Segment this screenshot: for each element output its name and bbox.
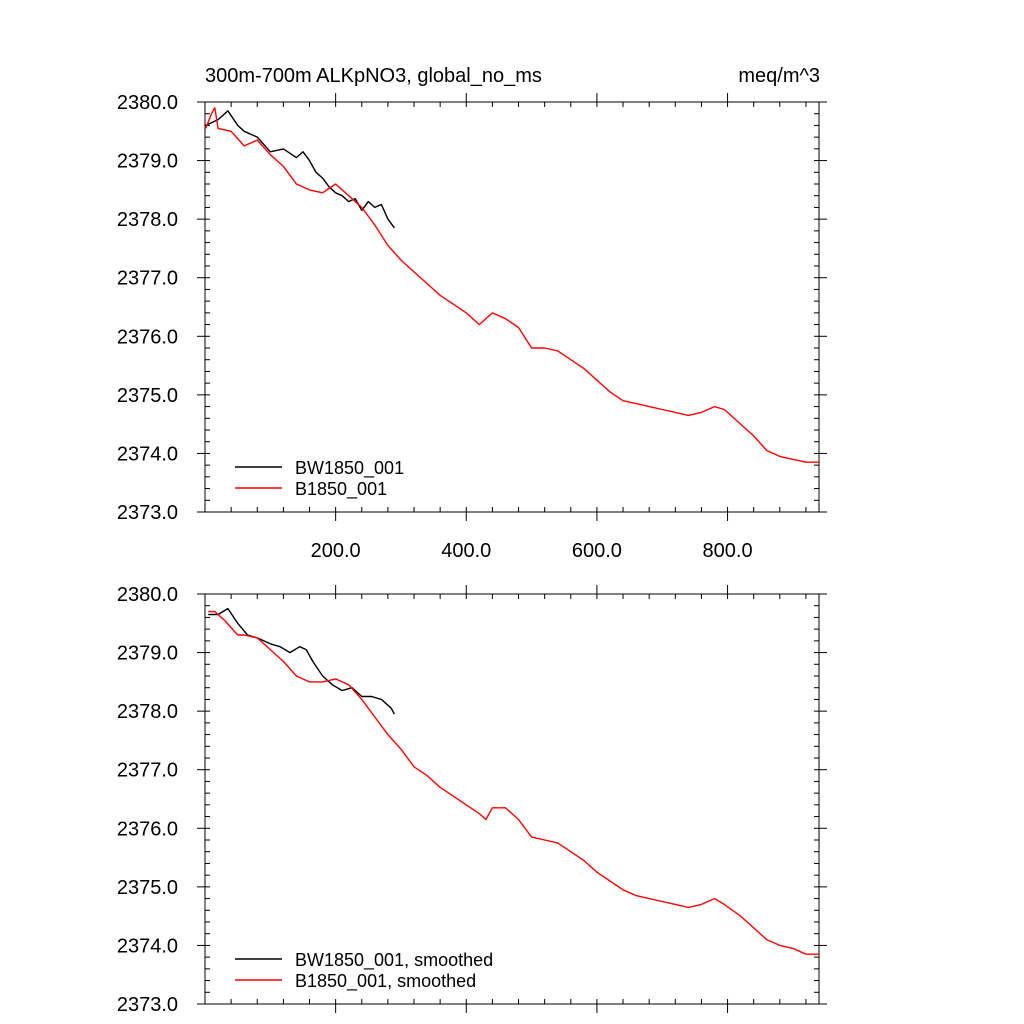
y-tick-label: 2377.0 (117, 268, 178, 290)
top-panel-frame (204, 101, 820, 513)
top-panel-x-tick-labels: 200.0 400.0 600.0 800.0 (311, 540, 753, 562)
top-panel: 2373.0 2374.0 2375.0 2376.0 2377.0 2378.0 2379… (117, 92, 827, 562)
x-tick-label: 200.0 (311, 540, 361, 562)
top-panel-major-ticks (197, 93, 827, 521)
y-tick-label: 2377.0 (117, 760, 178, 782)
legend-label: BW1850_001, smoothed (295, 950, 493, 971)
x-tick-label: 400.0 (441, 540, 491, 562)
y-tick-label: 2379.0 (117, 643, 178, 665)
legend-label: BW1850_001 (295, 458, 404, 479)
series-line-b1850 (208, 610, 819, 955)
y-tick-label: 2378.0 (117, 701, 178, 723)
y-tick-label: 2375.0 (117, 877, 178, 899)
y-tick-label: 2373.0 (117, 994, 178, 1016)
bottom-panel-series (208, 607, 819, 955)
bottom-panel: 2373.0 2374.0 2375.0 2376.0 2377.0 2378.0 2379… (117, 584, 827, 1016)
y-tick-label: 2376.0 (117, 818, 178, 840)
y-tick-label: 2374.0 (117, 443, 178, 465)
y-tick-label: 2374.0 (117, 935, 178, 957)
y-tick-label: 2379.0 (117, 151, 178, 173)
y-tick-label: 2380.0 (117, 92, 178, 114)
top-panel-series (205, 107, 819, 463)
series-line-bw1850 (208, 607, 396, 715)
x-tick-label: 600.0 (572, 540, 622, 562)
top-panel-y-tick-labels: 2373.0 2374.0 2375.0 2376.0 2377.0 2378.0 2379… (117, 92, 178, 524)
y-tick-label: 2378.0 (117, 209, 178, 231)
y-tick-label: 2380.0 (117, 584, 178, 606)
x-tick-label: 800.0 (703, 540, 753, 562)
bottom-panel-major-ticks (197, 585, 827, 1013)
chart-units: meq/m^3 (738, 65, 820, 87)
series-line-b1850 (205, 107, 819, 463)
series-line-bw1850 (205, 110, 395, 229)
bottom-panel-minor-ticks (205, 593, 819, 1005)
legend-label: B1850_001 (295, 479, 387, 500)
bottom-panel-frame (204, 593, 820, 1005)
chart-title: 300m-700m ALKpNO3, global_no_ms (205, 65, 542, 87)
legend-label: B1850_001, smoothed (295, 971, 476, 992)
y-tick-label: 2373.0 (117, 502, 178, 524)
top-panel-minor-ticks (205, 101, 819, 513)
y-tick-label: 2376.0 (117, 326, 178, 348)
y-tick-label: 2375.0 (117, 385, 178, 407)
bottom-panel-y-tick-labels: 2373.0 2374.0 2375.0 2376.0 2377.0 2378.0 2379… (117, 584, 178, 1016)
